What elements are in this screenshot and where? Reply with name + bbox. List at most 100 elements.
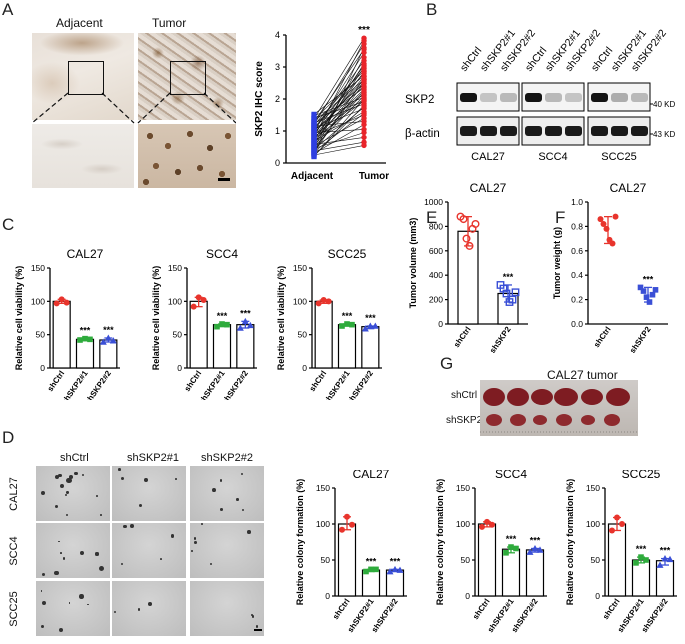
panel-letter-g: G: [440, 354, 454, 373]
y-tick-label: 100: [168, 296, 182, 306]
actin-band: [480, 126, 497, 136]
colony-well-image: [36, 581, 110, 636]
pair-line: [313, 49, 365, 123]
y-tick-label: 150: [293, 263, 307, 273]
actin-band: [565, 126, 582, 136]
data-point: [246, 321, 254, 329]
data-point: [609, 240, 616, 247]
bar: [361, 326, 380, 369]
data-point: [391, 565, 399, 573]
bar: [314, 300, 333, 369]
data-point: [643, 294, 650, 300]
data-point: [638, 554, 644, 560]
colony-dot: [66, 477, 72, 484]
cell-line-label: CAL27: [471, 151, 505, 160]
data-point: [640, 288, 647, 294]
colony-dot: [66, 513, 69, 516]
bar: [607, 523, 627, 597]
ihc-image-tumor-low: [138, 33, 236, 120]
data-point: [339, 323, 345, 329]
y-tick-label: 50: [461, 555, 471, 565]
data-point: [462, 234, 471, 243]
blot-svg: shCtrlshSKP2#1shSKP2#2CAL27shCtrlshSKP2#…: [405, 27, 675, 163]
data-point: [603, 225, 610, 232]
y-tick-label: 150: [316, 483, 330, 493]
data-point: [614, 514, 620, 521]
data-point: [58, 296, 65, 303]
colony-dot: [129, 524, 134, 528]
panel-letter-a: A: [2, 0, 14, 19]
y-tick-label: 0.6: [571, 246, 583, 256]
actin-band: [500, 126, 517, 136]
bar: [52, 300, 71, 369]
ihc-image-tumor-high: [138, 124, 236, 188]
pair-line: [313, 47, 365, 155]
zoom-lines: [32, 92, 236, 124]
pair-line: [313, 105, 365, 157]
data-point: [508, 544, 514, 550]
colony-dot: [99, 566, 105, 572]
skp2-band: [525, 93, 542, 102]
bar: [212, 324, 232, 369]
colony-dot: [137, 607, 141, 611]
data-point: [465, 241, 474, 250]
marker-label: 40 KD: [653, 100, 675, 109]
colony-dot: [147, 602, 152, 606]
significance-label: ***: [506, 534, 517, 544]
y-tick-label: 150: [586, 483, 600, 493]
skp2-band: [565, 93, 582, 102]
x-tick-label: shCtrl: [452, 325, 473, 349]
viability-chart-cal27: CAL27 Relative cell viability (%) 0 50 100 15…: [14, 248, 120, 400]
significance-label: ***: [365, 313, 376, 323]
colony-dot: [58, 540, 60, 543]
data-point: [236, 324, 244, 331]
y-axis-label: Relative cell viability (%): [276, 266, 286, 371]
colony-row-label: SCC4: [8, 536, 20, 566]
tumor-point: [361, 115, 367, 121]
tumor-point: [361, 134, 367, 141]
data-point: [531, 544, 539, 552]
colony-row-label: SCC25: [8, 591, 20, 627]
colony-dot: [247, 530, 251, 534]
actin-band: [545, 126, 562, 136]
x-tick-label: shCtrl: [592, 325, 613, 349]
y-tick-label: 100: [316, 519, 330, 529]
y-tick-label: 50: [321, 555, 331, 565]
data-point: [82, 335, 88, 342]
significance-label: ***: [217, 311, 228, 321]
data-point: [386, 568, 394, 575]
tumor-point: [361, 80, 367, 86]
skp2-band: [460, 93, 477, 102]
colony-dot: [99, 514, 102, 517]
y-tick-label: 150: [456, 483, 470, 493]
skp2-band: [631, 93, 648, 102]
chart-title: CAL27: [67, 248, 104, 261]
data-point: [99, 338, 107, 345]
marker-label: 43 KD: [653, 130, 675, 139]
y-tick-label: 100: [293, 296, 307, 306]
colony-dot: [144, 477, 148, 482]
panel-letter-c: C: [2, 215, 15, 234]
colony-well-image: [36, 523, 110, 578]
tumor-photo-title: CAL27 tumor: [547, 368, 618, 382]
data-point: [666, 555, 674, 563]
significance-label: ***: [643, 274, 654, 284]
colony-chart-scc25: SCC25 Relative colony formation (%) 0 50 100…: [565, 470, 677, 634]
colony-dot: [219, 507, 223, 511]
x-tick-label: shCtrl: [183, 369, 204, 393]
colony-dot: [123, 524, 128, 529]
tumor-point: [361, 45, 367, 51]
significance-label: ***: [660, 546, 671, 556]
data-point: [109, 337, 117, 344]
pair-line: [313, 124, 365, 154]
colony-dot: [139, 503, 143, 507]
skp2-band: [500, 93, 517, 102]
pair-line: [313, 40, 365, 138]
pair-line: [313, 108, 365, 129]
colony-dot: [201, 523, 204, 525]
data-point: [219, 321, 225, 327]
data-point: [489, 521, 495, 528]
actin-band: [591, 126, 608, 136]
colony-dot: [120, 562, 124, 566]
colony-dot: [118, 468, 121, 471]
